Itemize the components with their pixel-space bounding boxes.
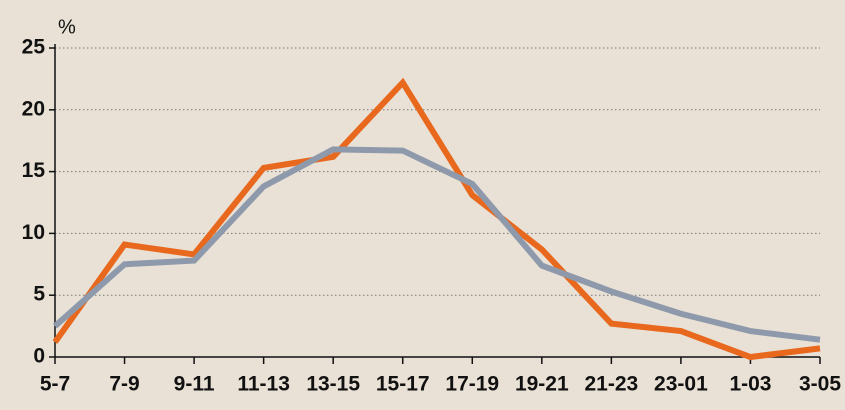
x-tick-label: 7-9 [109,373,139,396]
x-tick-label: 23-01 [654,373,708,396]
y-tick-label: 25 [22,36,46,59]
x-tick-label: 19-21 [515,373,569,396]
x-tick-label: 9-11 [174,373,215,396]
y-tick-label: 20 [22,97,45,120]
line-series [52,77,821,361]
y-tick-label: 10 [22,221,45,244]
x-tick-label: 3-05 [799,373,841,396]
x-tick-label: 15-17 [376,373,430,396]
line-series [53,146,821,343]
x-tick-label: 17-19 [445,373,499,396]
y-tick-label: 0 [33,345,45,368]
y-tick-label: 15 [22,159,46,182]
x-tick-label: 13-15 [306,373,360,396]
x-tick-label: 21-23 [585,373,639,396]
x-tick-label: 11-13 [237,373,290,396]
y-tick-label: 5 [33,283,45,306]
y-unit: % [58,16,76,38]
x-tick-label: 5-7 [40,373,70,396]
x-tick-label: 1-03 [729,373,771,396]
